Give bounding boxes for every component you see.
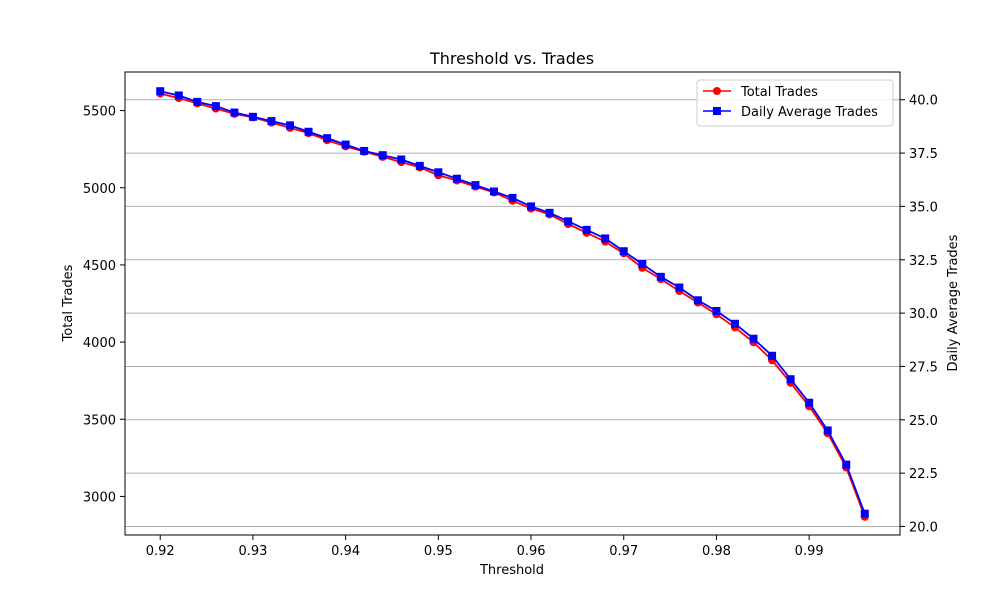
point-daily-average-trades (323, 134, 332, 143)
legend-marker-daily-average-trades (713, 107, 721, 115)
y-right-tick-label: 37.5 (909, 147, 938, 162)
y-axis-right: 20.0 22.5 25.0 27.5 30.0 32.5 35.0 37.5 40.0 (900, 94, 938, 535)
x-tick-label: 0.92 (146, 544, 175, 559)
point-daily-average-trades (397, 155, 406, 164)
point-daily-average-trades (564, 217, 573, 226)
point-daily-average-trades (489, 187, 498, 196)
y-left-tick-label: 3500 (83, 413, 116, 428)
legend-label-total-trades: Total Trades (740, 85, 818, 100)
x-tick-label: 0.97 (609, 544, 638, 559)
y-axis-right-label: Daily Average Trades (946, 234, 961, 371)
y-right-tick-label: 25.0 (909, 414, 938, 429)
legend: Total Trades Daily Average Trades (696, 79, 894, 127)
point-daily-average-trades (805, 398, 814, 407)
point-daily-average-trades (378, 151, 387, 160)
series-layer (156, 87, 869, 521)
y-right-tick-label: 35.0 (909, 200, 938, 215)
point-daily-average-trades (267, 117, 276, 126)
point-daily-average-trades (638, 260, 647, 269)
y-axis-left: 3000 3500 4000 4500 5000 5500 (83, 105, 125, 505)
point-daily-average-trades (749, 334, 758, 343)
point-daily-average-trades (471, 181, 480, 190)
point-daily-average-trades (768, 351, 777, 360)
point-daily-average-trades (360, 146, 369, 155)
point-daily-average-trades (712, 306, 721, 315)
x-tick-label: 0.95 (424, 544, 453, 559)
point-daily-average-trades (286, 121, 295, 130)
point-daily-average-trades (211, 102, 220, 111)
point-daily-average-trades (675, 283, 684, 292)
point-daily-average-trades (248, 112, 257, 121)
y-left-tick-label: 4500 (83, 259, 116, 274)
plot-frame (124, 71, 901, 536)
point-daily-average-trades (582, 225, 591, 234)
y-left-tick-label: 5500 (83, 105, 116, 120)
x-tick-label: 0.98 (702, 544, 731, 559)
y-left-tick-label: 4000 (83, 336, 116, 351)
x-tick-label: 0.99 (795, 544, 824, 559)
point-daily-average-trades (656, 272, 665, 281)
point-daily-average-trades (786, 375, 795, 384)
point-daily-average-trades (527, 202, 536, 211)
point-daily-average-trades (452, 174, 461, 183)
y-right-tick-label: 32.5 (909, 254, 938, 269)
point-daily-average-trades (619, 247, 628, 256)
x-tick-label: 0.94 (331, 544, 360, 559)
y-right-tick-label: 22.5 (909, 467, 938, 482)
legend-label-daily-average-trades: Daily Average Trades (741, 105, 878, 120)
y-right-tick-label: 30.0 (909, 307, 938, 322)
point-daily-average-trades (601, 234, 610, 243)
point-daily-average-trades (842, 460, 851, 469)
point-daily-average-trades (341, 140, 350, 149)
point-daily-average-trades (693, 296, 702, 305)
point-daily-average-trades (434, 168, 443, 177)
point-daily-average-trades (730, 319, 739, 328)
x-tick-label: 0.96 (517, 544, 546, 559)
point-daily-average-trades (304, 127, 313, 136)
x-axis-label: Threshold (479, 563, 544, 578)
grid-lines (125, 99, 900, 527)
y-left-tick-label: 5000 (83, 182, 116, 197)
y-right-tick-label: 40.0 (909, 94, 938, 109)
legend-marker-total-trades (713, 87, 721, 95)
y-right-tick-label: 27.5 (909, 360, 938, 375)
y-axis-left-label: Total Trades (61, 264, 76, 342)
y-right-tick-label: 20.0 (909, 520, 938, 535)
point-daily-average-trades (193, 97, 202, 106)
point-daily-average-trades (230, 108, 239, 117)
point-daily-average-trades (860, 509, 869, 518)
point-daily-average-trades (823, 426, 832, 435)
point-daily-average-trades (415, 161, 424, 170)
legend-box (696, 79, 894, 127)
point-daily-average-trades (174, 91, 183, 100)
x-axis: 0.92 0.93 0.94 0.95 0.96 0.97 0.98 0.99 (146, 535, 824, 559)
point-daily-average-trades (545, 208, 554, 217)
chart-title: Threshold vs. Trades (429, 49, 594, 68)
point-daily-average-trades (156, 87, 165, 96)
point-daily-average-trades (508, 193, 517, 202)
y-left-tick-label: 3000 (83, 490, 116, 505)
x-tick-label: 0.93 (238, 544, 267, 559)
